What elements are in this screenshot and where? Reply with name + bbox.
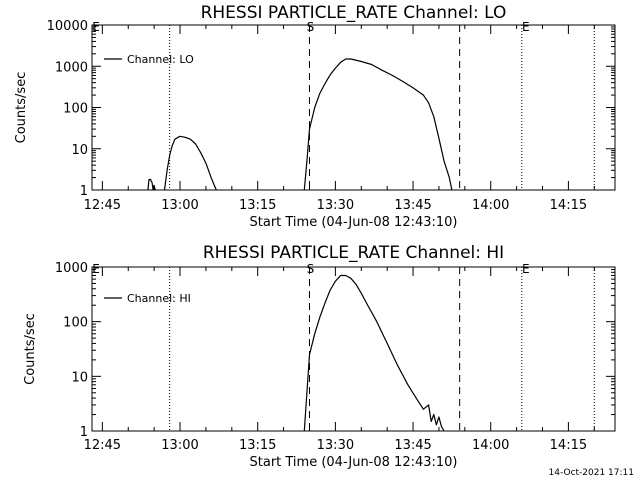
x-tick-label: 13:00: [161, 198, 198, 213]
series-line: [303, 58, 453, 191]
y-tick-label: 10: [71, 143, 88, 158]
x-tick-label: 13:00: [161, 438, 198, 453]
footer-date: 14-Oct-2021 17:11: [549, 468, 634, 478]
y-axis-label: Counts/sec: [14, 72, 29, 144]
chart-panel-lo: RHESSI PARTICLE_RATE Channel: LO 1 10 100 10…: [14, 3, 616, 230]
x-axis-label: Start Time (04-Jun-08 12:43:10): [250, 455, 458, 470]
plot-frame: [91, 24, 616, 191]
x-tick-label: 14:15: [550, 438, 587, 453]
y-tick-label: 10000: [47, 19, 88, 34]
chart-panel-hi: RHESSI PARTICLE_RATE Channel: HI 1 10 100 10…: [23, 243, 616, 470]
x-tick-label: 14:00: [472, 198, 509, 213]
plot-frame: [91, 266, 616, 432]
legend-label: Channel: LO: [127, 53, 194, 66]
marker-label: E: [92, 20, 100, 34]
y-axis-label: Counts/sec: [23, 313, 38, 385]
x-tick-label: 12:45: [84, 438, 121, 453]
y-tick-label: 1000: [55, 261, 88, 276]
x-tick-label: 13:45: [394, 198, 431, 213]
x-tick-label: 13:30: [317, 438, 354, 453]
legend-label: Channel: HI: [127, 292, 191, 305]
y-tick-label: 10: [71, 370, 88, 385]
y-tick-label: 100: [63, 102, 88, 117]
x-tick-label: 14:15: [550, 198, 587, 213]
marker-label: S: [307, 20, 315, 34]
x-tick-label: 13:30: [317, 198, 354, 213]
y-tick-label: 1: [80, 184, 88, 199]
marker-label: E: [92, 262, 100, 276]
x-tick-label: 13:15: [239, 198, 276, 213]
x-tick-label: 13:15: [239, 438, 276, 453]
x-tick-label: 14:00: [472, 438, 509, 453]
chart-title: RHESSI PARTICLE_RATE Channel: HI: [203, 243, 504, 263]
marker-label: E: [522, 262, 530, 276]
marker-label: S: [307, 262, 315, 276]
x-tick-label: 12:45: [84, 198, 121, 213]
series-line: [163, 135, 217, 191]
y-tick-label: 100: [63, 316, 88, 331]
y-tick-label: 1000: [55, 60, 88, 75]
y-tick-label: 1: [80, 425, 88, 440]
x-axis-label: Start Time (04-Jun-08 12:43:10): [250, 215, 458, 230]
marker-label: E: [522, 20, 530, 34]
chart-title: RHESSI PARTICLE_RATE Channel: LO: [201, 3, 507, 23]
series-line: [147, 178, 156, 191]
x-tick-label: 13:45: [394, 438, 431, 453]
series-line: [303, 274, 445, 432]
